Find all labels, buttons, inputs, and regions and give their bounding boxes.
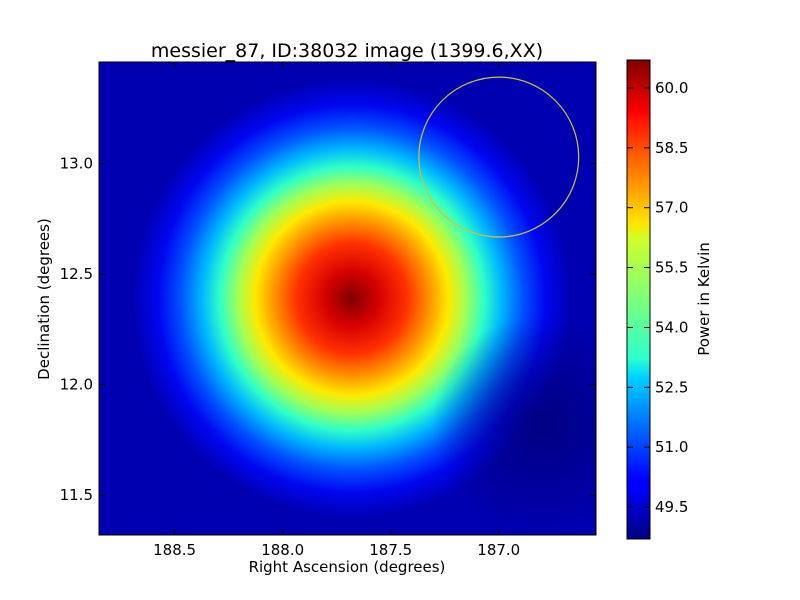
y-tick-label: 12.5 <box>60 265 93 283</box>
x-tick-label: 188.5 <box>153 541 196 559</box>
y-axis: 11.5 12.0 12.5 13.0 <box>60 155 596 504</box>
colorbar-tick-label: 49.5 <box>655 498 688 516</box>
heatmap-plot-area <box>99 62 596 535</box>
chart-title: messier_87, ID:38032 image (1399.6,XX) <box>151 40 543 62</box>
x-tick-label: 188.0 <box>261 541 304 559</box>
y-tick-label: 13.0 <box>60 155 93 173</box>
colorbar <box>626 59 651 540</box>
colorbar-ticks: 49.5 51.0 52.5 54.0 55.5 57.0 58.5 60.0 <box>627 79 688 516</box>
y-axis-label: Declination (degrees) <box>35 218 53 380</box>
colorbar-tick-label: 60.0 <box>655 79 688 97</box>
colorbar-tick-label: 57.0 <box>655 199 688 217</box>
x-axis-label: Right Ascension (degrees) <box>249 558 446 576</box>
colorbar-tick-label: 55.5 <box>655 259 688 277</box>
beam-circle-marker <box>418 76 580 238</box>
x-tick-label: 187.5 <box>369 541 412 559</box>
x-tick-label: 187.0 <box>477 541 520 559</box>
plot-frame <box>98 61 597 536</box>
colorbar-tick-label: 52.5 <box>655 378 688 396</box>
colorbar-tick-label: 51.0 <box>655 438 688 456</box>
colorbar-label: Power in Kelvin <box>695 242 713 356</box>
y-tick-label: 11.5 <box>60 486 93 504</box>
colorbar-tick-label: 54.0 <box>655 318 688 336</box>
y-tick-label: 12.0 <box>60 376 93 394</box>
x-axis: 188.5 188.0 187.5 187.0 <box>153 62 520 559</box>
colorbar-tick-label: 58.5 <box>655 139 688 157</box>
heatmap-low-region <box>432 314 596 535</box>
